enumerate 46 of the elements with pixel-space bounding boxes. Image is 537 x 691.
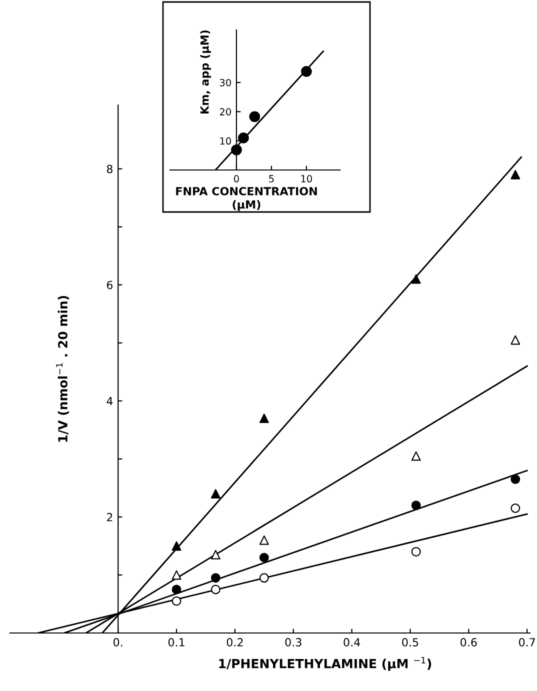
x-tick-label: 0.6 [460, 638, 477, 646]
x-tick-label: 0.4 [344, 638, 360, 646]
point [301, 66, 312, 77]
x-tick-label: 0. [114, 638, 122, 646]
point [210, 550, 220, 560]
point [411, 274, 421, 284]
point [259, 573, 269, 583]
x-tick-label: 0.1 [168, 638, 184, 646]
point [510, 335, 520, 345]
y-axis-title: Km, app (μM) [200, 30, 211, 114]
y-axis-title: 1/V (nmol$^{−1}$ . 20 min) [56, 296, 69, 442]
point [172, 584, 182, 594]
point [259, 535, 269, 545]
point [210, 584, 220, 594]
y-tick-label: 4 [106, 397, 113, 406]
point [510, 170, 520, 180]
point [259, 552, 269, 562]
point [172, 596, 182, 606]
y-tick-label: 2 [106, 512, 112, 522]
point [411, 547, 421, 556]
point [231, 144, 242, 156]
x-tick-label: 0 [234, 175, 239, 182]
point [249, 111, 260, 122]
y-tick-label: 30 [220, 78, 231, 86]
x-tick-label: 0.5 [402, 638, 418, 646]
point [411, 451, 421, 461]
y-tick-label: 10 [220, 137, 231, 145]
y-tick-label: 6 [106, 280, 113, 290]
point [411, 500, 421, 510]
point [210, 489, 220, 498]
point [172, 541, 182, 551]
x-tick-label: 0.3 [285, 638, 302, 646]
x-axis-title: FNPA CONCENTRATION (μM) [176, 186, 317, 211]
x-tick-label: 0.2 [226, 638, 243, 646]
point [510, 474, 520, 484]
point [210, 573, 220, 583]
point [259, 414, 269, 424]
x-tick-label: 0.7 [518, 638, 535, 646]
point [172, 570, 182, 580]
y-tick-label: 8 [106, 164, 112, 174]
point [510, 504, 520, 513]
y-tick-label: 20 [220, 108, 231, 116]
point [238, 132, 249, 144]
x-axis-title: 1/PHENYLETHYLAMINE (μM $^{−1}$) [219, 657, 432, 671]
x-tick-label: 10 [301, 175, 312, 182]
x-tick-label: 5 [269, 175, 274, 182]
